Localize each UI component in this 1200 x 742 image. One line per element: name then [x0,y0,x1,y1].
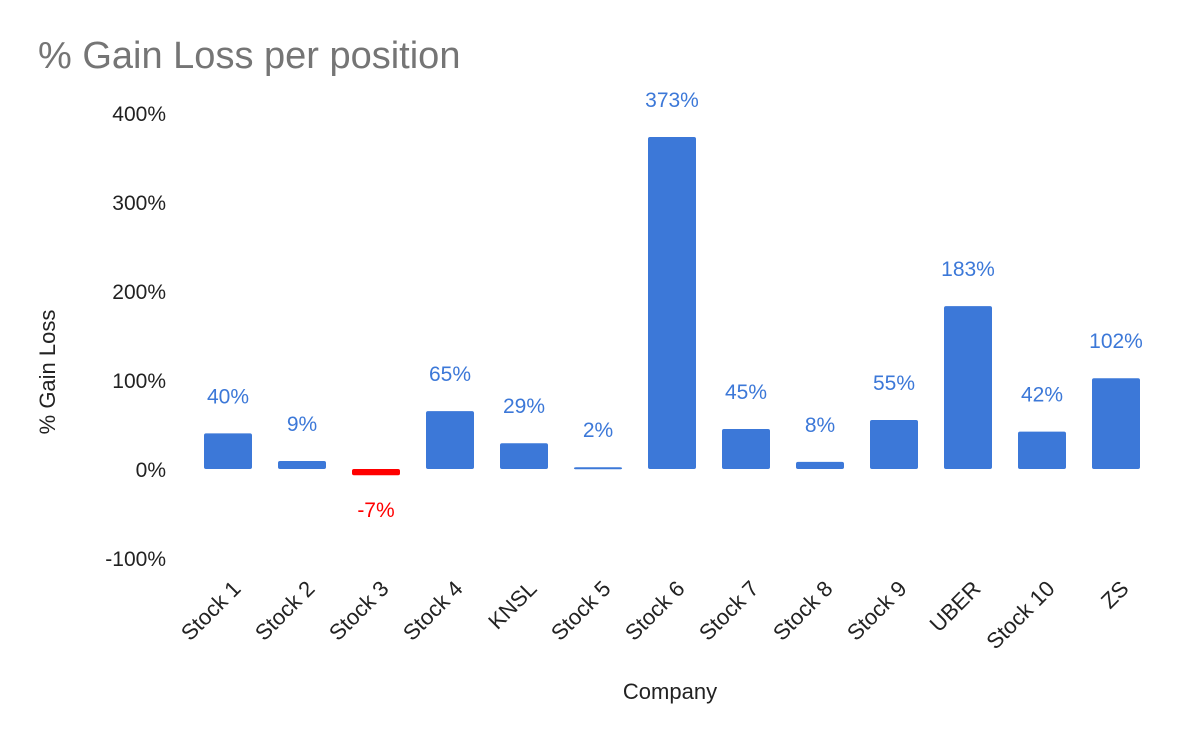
data-label: 65% [429,363,471,386]
bar [204,433,252,469]
category-label: Stock 2 [250,576,320,646]
bar [870,420,918,469]
category-label: Stock 6 [620,576,690,646]
data-label: -7% [357,499,394,522]
data-label: 42% [1021,384,1063,407]
category-label: Stock 9 [842,576,912,646]
y-tick-label: 0% [136,459,166,482]
bar [796,461,844,469]
data-label: 183% [941,258,995,281]
chart-title: % Gain Loss per position [38,35,460,77]
bars [204,137,1140,476]
data-label: 8% [805,414,835,437]
bar [1092,378,1140,469]
data-label: 45% [725,381,767,404]
y-tick-label: 100% [112,370,166,393]
data-label: 29% [503,395,545,418]
y-axis-title: % Gain Loss [35,310,60,435]
data-label: 373% [645,89,699,112]
category-label: Stock 3 [324,576,394,646]
bar [352,469,400,476]
data-label: 55% [873,372,915,395]
category-label: KNSL [483,576,541,634]
data-label: 9% [287,413,317,436]
data-label: 2% [583,419,613,442]
data-label: 102% [1089,330,1143,353]
category-label: UBER [925,576,986,637]
bar [574,467,622,470]
bar [426,411,474,469]
y-tick-label: 400% [112,103,166,126]
bar [722,428,770,469]
bar [278,460,326,469]
bar [944,306,992,469]
category-label: Stock 4 [398,576,468,646]
category-label: Stock 8 [768,576,838,646]
bar [500,443,548,469]
data-labels: 40% 9% -7% 65% 29% 2% 373% 45% 8% 55% 183% 42% 102% [207,89,1143,522]
bar [1018,431,1066,469]
bar [648,137,696,469]
data-label: 40% [207,385,249,408]
y-tick-label: 200% [112,281,166,304]
y-axis-ticks: 400% 300% 200% 100% 0% -100% [105,103,166,571]
category-label: Stock 10 [981,576,1059,654]
category-label: Stock 7 [694,576,764,646]
category-label: ZS [1096,576,1134,614]
y-tick-label: 300% [112,192,166,215]
x-axis-title: Company [623,679,717,704]
category-label: Stock 1 [176,576,246,646]
y-tick-label: -100% [105,548,166,571]
category-label: Stock 5 [546,576,616,646]
